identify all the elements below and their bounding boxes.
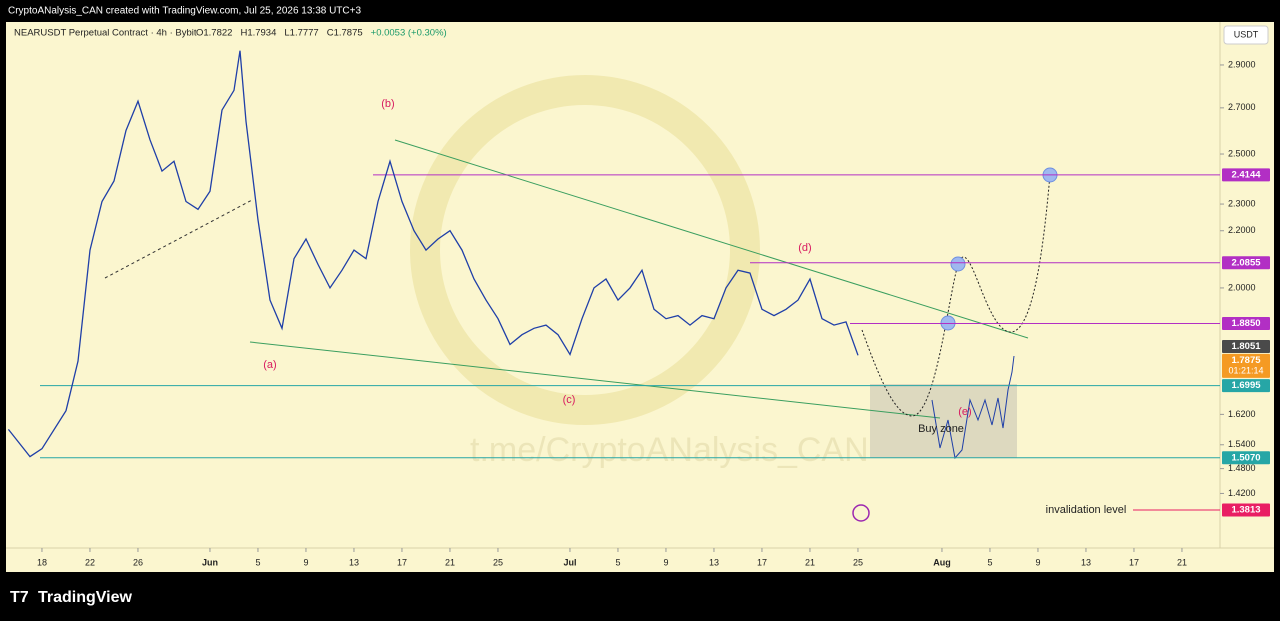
price-tag [1222,353,1270,378]
price-tag [1222,503,1270,517]
buy-zone-box [870,384,1017,458]
annotation: (a) [263,359,276,371]
x-tick-label: 9 [303,557,308,567]
annotation: (d) [798,242,811,254]
x-tick-label: 9 [663,557,668,567]
chart-title: NEARUSDT Perpetual Contract · 4h · Bybit [14,28,197,39]
x-tick-label: 13 [1081,557,1091,567]
x-tick-label: Jul [563,557,576,567]
price-tag-label: 1.7875 [1231,355,1261,366]
y-tick-label: 1.5400 [1228,439,1256,449]
y-tick-label: 2.3000 [1228,198,1256,208]
trendline [249,341,941,419]
x-tick-label: Aug [933,557,951,567]
price-tag-label: 1.8051 [1231,341,1261,352]
annotation: Buy zone [918,423,964,435]
watermark: t.me/CryptoANalysis_CAN [470,431,869,469]
x-tick-label: 22 [85,557,95,567]
x-tick-label: Jun [202,557,218,567]
footer-logo: T7 [10,589,29,606]
x-tick-label: 5 [615,557,620,567]
price-tag [1222,451,1270,465]
x-tick-label: 21 [1177,557,1187,567]
price-line [7,50,859,458]
price-tag [1222,316,1270,330]
annotation: invalidation level [1046,504,1127,516]
y-tick-label: 1.4800 [1228,463,1256,473]
price-tag-label: 1.6995 [1231,380,1261,391]
price-tag [1222,339,1270,353]
price-tag-label: 1.5070 [1231,452,1260,463]
price-tag [1222,168,1270,182]
y-tick-label: 1.6200 [1228,409,1256,419]
ohlc-value: +0.0053 (+0.30%) [371,28,447,39]
annotation: (c) [563,394,576,406]
ohlc-value: O1.7822 [196,28,232,39]
y-tick-label: 2.9000 [1228,59,1256,69]
x-tick-label: 17 [397,557,407,567]
x-tick-label: 21 [805,557,815,567]
x-tick-label: 5 [255,557,260,567]
countdown: 01:21:14 [1228,366,1263,376]
target-point [950,256,966,272]
x-tick-label: 18 [37,557,47,567]
annotation: (b) [381,98,394,110]
trendline [394,139,1029,339]
ohlc-value: C1.7875 [327,28,363,39]
projection-wave [931,355,1015,460]
x-tick-label: 13 [349,557,359,567]
footer-brand: TradingView [38,589,133,606]
lightning-icon [852,504,870,522]
price-tag [1222,379,1270,393]
y-tick-label: 2.7000 [1228,102,1256,112]
attribution: CryptoANalysis_CAN created with TradingV… [8,6,361,17]
y-tick-label: 2.5000 [1228,148,1256,158]
y-tick-label: 2.0000 [1228,282,1256,292]
trendline [104,199,253,279]
y-tick-label: 1.4200 [1228,488,1256,498]
x-tick-label: 9 [1035,557,1040,567]
x-tick-label: 21 [445,557,455,567]
price-tag-label: 2.4144 [1231,169,1261,180]
x-tick-label: 25 [493,557,503,567]
ohlc-value: L1.7777 [284,28,318,39]
currency-box [1223,25,1269,45]
price-tag-label: 1.8850 [1231,318,1260,329]
y-tick-label: 2.2000 [1228,225,1256,235]
footer-bar [0,575,1280,621]
currency: USDT [1234,29,1259,39]
price-tag-label: 2.0855 [1231,257,1261,268]
annotation: (e) [958,406,971,418]
x-tick-label: 25 [853,557,863,567]
x-tick-label: 13 [709,557,719,567]
x-tick-label: 26 [133,557,143,567]
x-tick-label: 17 [757,557,767,567]
ohlc-value: H1.7934 [240,28,276,39]
x-tick-label: 5 [987,557,992,567]
x-tick-label: 17 [1129,557,1139,567]
price-tag [1222,256,1270,270]
price-tag-label: 1.3813 [1231,505,1260,516]
